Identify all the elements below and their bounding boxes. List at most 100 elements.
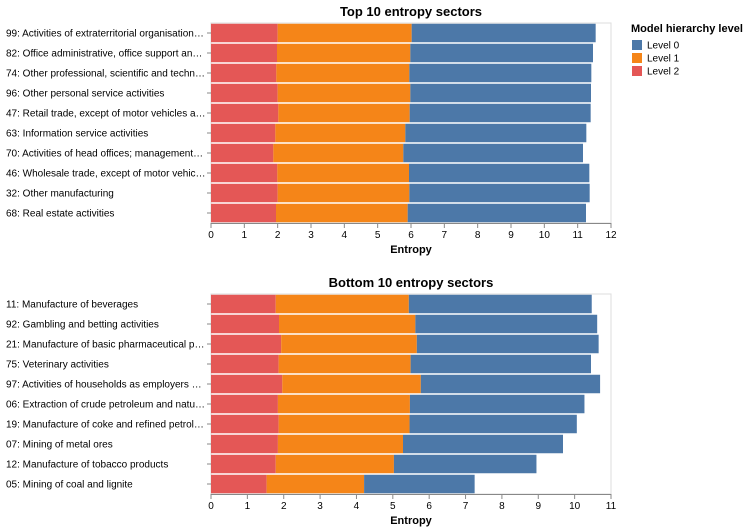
x-tick-label: 11 xyxy=(572,230,583,241)
x-tick-label: 4 xyxy=(354,501,360,512)
bar-level-0-0 xyxy=(411,23,596,43)
x-tick-label: 9 xyxy=(508,230,514,241)
x-tick-label: 1 xyxy=(242,230,248,241)
bottom-entropy-chart: Bottom 10 entropy sectors 11: Manufacture… xyxy=(6,275,617,527)
category-label: 74: Other professional, scientific and t… xyxy=(6,69,205,80)
bar-level-2-2 xyxy=(211,63,277,83)
x-tick-label: 3 xyxy=(308,230,314,241)
x-axis-title: Entropy xyxy=(390,515,432,527)
bar-level-2-1 xyxy=(211,314,279,334)
bar-level-1-6 xyxy=(273,143,404,163)
bar-level-2-3 xyxy=(211,354,279,374)
x-tick-label: 10 xyxy=(569,501,581,512)
bar-level-0-3 xyxy=(410,83,591,103)
bar-level-1-2 xyxy=(281,334,417,354)
bar-level-2-7 xyxy=(211,434,278,454)
bar-level-1-3 xyxy=(277,83,411,103)
x-tick-label: 3 xyxy=(317,501,323,512)
x-tick-label: 0 xyxy=(208,501,214,512)
bar-level-1-2 xyxy=(276,63,410,83)
bar-level-0-7 xyxy=(403,434,563,454)
bar-level-1-8 xyxy=(275,454,394,474)
category-label: 96: Other personal service activities xyxy=(6,89,164,100)
bar-level-0-9 xyxy=(407,203,586,223)
bar-level-1-1 xyxy=(277,43,411,63)
bar-level-0-2 xyxy=(416,334,599,354)
bar-level-2-3 xyxy=(211,83,278,103)
x-axis-title: Entropy xyxy=(390,244,432,256)
category-label: 12: Manufacture of tobacco products xyxy=(6,460,168,471)
bar-level-1-5 xyxy=(277,394,410,414)
bar-level-1-8 xyxy=(277,183,410,203)
bar-level-2-9 xyxy=(211,203,276,223)
bar-level-2-1 xyxy=(211,43,277,63)
top-entropy-chart: Top 10 entropy sectors 99: Activities of … xyxy=(6,4,617,256)
bar-level-2-4 xyxy=(211,103,279,123)
category-label: 21: Manufacture of basic pharmaceutical … xyxy=(6,340,204,351)
category-label: 47: Retail trade, except of motor vehicl… xyxy=(6,109,206,120)
x-tick-label: 8 xyxy=(499,501,505,512)
bar-level-1-9 xyxy=(266,474,365,494)
category-label: 46: Wholesale trade, except of motor veh… xyxy=(6,169,206,180)
category-label: 99: Activities of extraterritorial organ… xyxy=(6,29,204,40)
category-label: 32: Other manufacturing xyxy=(6,189,114,200)
legend: Model hierarchy level Level 0 Level 1 Le… xyxy=(631,23,743,78)
x-tick-label: 0 xyxy=(208,230,214,241)
category-label: 11: Manufacture of beverages xyxy=(6,300,138,311)
category-label: 82: Office administrative, office suppor… xyxy=(6,49,202,60)
bar-level-0-9 xyxy=(364,474,475,494)
bar-level-0-1 xyxy=(415,314,598,334)
bar-level-2-0 xyxy=(211,294,276,314)
bar-level-0-5 xyxy=(405,123,587,143)
x-tick-label: 2 xyxy=(281,501,287,512)
bar-level-2-9 xyxy=(211,474,267,494)
legend-label-level-0: Level 0 xyxy=(647,41,680,52)
x-tick-label: 12 xyxy=(605,230,617,241)
x-tick-label: 10 xyxy=(539,230,551,241)
bar-level-2-2 xyxy=(211,334,282,354)
bar-level-1-0 xyxy=(277,23,412,43)
bar-level-0-1 xyxy=(410,43,593,63)
bar-level-0-8 xyxy=(409,183,590,203)
bar-level-1-1 xyxy=(279,314,416,334)
legend-swatch-level-2 xyxy=(632,66,642,76)
bar-level-0-3 xyxy=(410,354,591,374)
category-label: 68: Real estate activities xyxy=(6,209,114,220)
x-tick-label: 1 xyxy=(245,501,251,512)
x-tick-label: 8 xyxy=(475,230,481,241)
bar-level-2-5 xyxy=(211,394,278,414)
category-label: 05: Mining of coal and lignite xyxy=(6,480,133,491)
bar-level-0-4 xyxy=(420,374,601,394)
category-label: 70: Activities of head offices; manageme… xyxy=(6,149,203,160)
legend-title: Model hierarchy level xyxy=(631,23,743,35)
category-label: 75: Veterinary activities xyxy=(6,360,109,371)
bar-level-2-6 xyxy=(211,414,279,434)
x-tick-label: 11 xyxy=(606,501,617,512)
x-tick-label: 2 xyxy=(275,230,281,241)
category-label: 92: Gambling and betting activities xyxy=(6,320,159,331)
bar-level-2-8 xyxy=(211,454,276,474)
legend-label-level-2: Level 2 xyxy=(647,67,680,78)
bar-level-0-8 xyxy=(393,454,537,474)
bar-level-1-5 xyxy=(275,123,406,143)
x-tick-label: 7 xyxy=(463,501,469,512)
category-label: 97: Activities of households as employer… xyxy=(6,380,202,391)
bar-level-0-2 xyxy=(409,63,592,83)
bar-level-2-4 xyxy=(211,374,283,394)
legend-swatch-level-0 xyxy=(632,40,642,50)
x-tick-label: 5 xyxy=(390,501,396,512)
bar-level-1-9 xyxy=(276,203,408,223)
bar-level-0-6 xyxy=(409,414,577,434)
bar-level-1-4 xyxy=(282,374,421,394)
x-tick-label: 7 xyxy=(442,230,448,241)
x-tick-label: 6 xyxy=(408,230,414,241)
bar-level-1-7 xyxy=(277,163,409,183)
legend-label-level-1: Level 1 xyxy=(647,54,680,65)
category-label: 06: Extraction of crude petroleum and na… xyxy=(6,400,205,411)
bar-level-2-5 xyxy=(211,123,276,143)
x-tick-label: 4 xyxy=(342,230,348,241)
legend-swatch-level-1 xyxy=(632,53,642,63)
bar-level-2-0 xyxy=(211,23,278,43)
